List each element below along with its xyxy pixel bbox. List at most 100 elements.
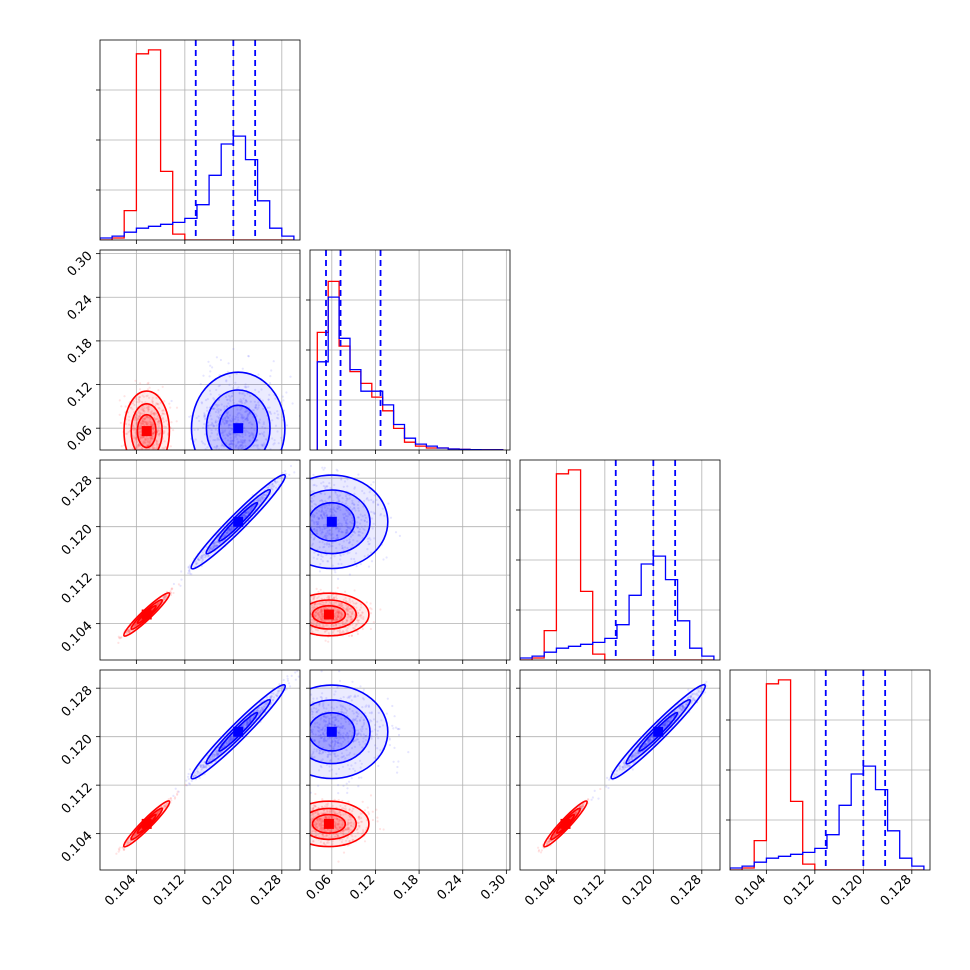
scatter-point — [155, 440, 158, 443]
scatter-point — [152, 427, 155, 430]
scatter-point — [155, 402, 158, 405]
scatter-point — [214, 544, 217, 547]
scatter-point — [345, 606, 349, 609]
scatter-point — [249, 400, 252, 403]
scatter-point — [332, 631, 335, 634]
scatter-point — [258, 432, 261, 435]
scatter-point — [338, 611, 341, 614]
scatter-point — [161, 416, 165, 420]
scatter-point — [164, 426, 167, 429]
scatter-point — [217, 417, 221, 420]
scatter-point — [204, 448, 207, 450]
scatter-point — [275, 416, 279, 419]
scatter-point — [274, 481, 277, 485]
scatter-point — [144, 416, 147, 419]
scatter-point — [145, 415, 148, 418]
scatter-point — [216, 433, 219, 436]
scatter-point — [244, 514, 247, 518]
scatter-point — [214, 540, 217, 543]
scatter-point — [261, 493, 265, 496]
scatter-point — [164, 594, 167, 597]
scatter-point — [208, 389, 212, 392]
scatter-point — [211, 547, 214, 551]
scatter-point — [138, 414, 141, 417]
scatter-point — [302, 503, 304, 505]
scatter-point — [358, 614, 362, 617]
scatter-point — [229, 396, 232, 399]
scatter-point — [145, 421, 148, 425]
scatter-point — [370, 608, 373, 611]
scatter-point — [134, 437, 137, 440]
scatter-point — [216, 438, 219, 441]
scatter-point — [225, 379, 228, 382]
scatter-point — [246, 511, 249, 514]
scatter-point — [320, 603, 323, 606]
scatter-point — [333, 614, 336, 617]
scatter-point — [134, 623, 137, 626]
scatter-point — [323, 466, 326, 469]
scatter-point — [135, 413, 138, 416]
scatter-point — [251, 423, 254, 426]
scatter-point — [221, 444, 224, 447]
scatter-point — [165, 594, 168, 597]
scatter-point — [133, 418, 136, 421]
scatter-point — [253, 444, 256, 447]
scatter-point — [273, 412, 276, 415]
scatter-point — [258, 418, 262, 421]
scatter-point — [141, 408, 144, 411]
scatter-point — [320, 609, 323, 612]
scatter-point — [219, 408, 222, 411]
scatter-point — [345, 619, 349, 622]
scatter-point — [319, 608, 322, 612]
scatter-point — [225, 420, 228, 423]
scatter-point — [135, 623, 138, 627]
scatter-point — [314, 611, 317, 614]
scatter-point — [230, 428, 233, 431]
scatter-point — [126, 432, 129, 435]
scatter-point — [141, 436, 144, 439]
scatter-point — [163, 412, 166, 415]
density-peak — [141, 609, 152, 620]
scatter-point — [152, 447, 155, 450]
scatter-point — [228, 442, 232, 445]
scatter-point — [306, 595, 308, 597]
scatter-point — [144, 437, 147, 440]
scatter-point — [342, 630, 345, 633]
scatter-point — [119, 421, 122, 424]
scatter-point — [145, 420, 148, 424]
scatter-point — [306, 517, 308, 519]
scatter-point — [323, 630, 326, 634]
scatter-point — [317, 616, 320, 619]
scatter-point — [307, 550, 309, 552]
scatter-point — [344, 597, 347, 600]
scatter-point — [245, 510, 248, 513]
scatter-point — [230, 527, 233, 530]
scatter-point — [152, 455, 154, 457]
scatter-point — [130, 453, 132, 455]
scatter-point — [134, 417, 137, 420]
scatter-point — [222, 535, 225, 538]
scatter-point — [357, 530, 360, 533]
scatter-point — [138, 427, 142, 430]
scatter-point — [303, 546, 305, 548]
scatter-point — [146, 455, 148, 457]
scatter-point — [167, 798, 170, 801]
scatter-point — [264, 493, 267, 497]
scatter-point — [319, 615, 322, 618]
scatter-point — [372, 481, 375, 484]
scatter-point — [140, 446, 144, 449]
scatter-point — [151, 427, 155, 430]
scatter-point — [268, 454, 270, 456]
scatter-point — [243, 402, 247, 405]
scatter-point — [156, 602, 159, 606]
scatter-point — [231, 443, 234, 446]
scatter-point — [161, 452, 163, 454]
scatter-point — [306, 607, 308, 609]
scatter-point — [163, 430, 166, 433]
scatter-point — [231, 527, 234, 530]
scatter-point — [159, 401, 162, 404]
scatter-point — [316, 629, 319, 632]
scatter-point — [207, 554, 210, 558]
scatter-point — [250, 507, 253, 510]
scatter-point — [307, 529, 309, 531]
